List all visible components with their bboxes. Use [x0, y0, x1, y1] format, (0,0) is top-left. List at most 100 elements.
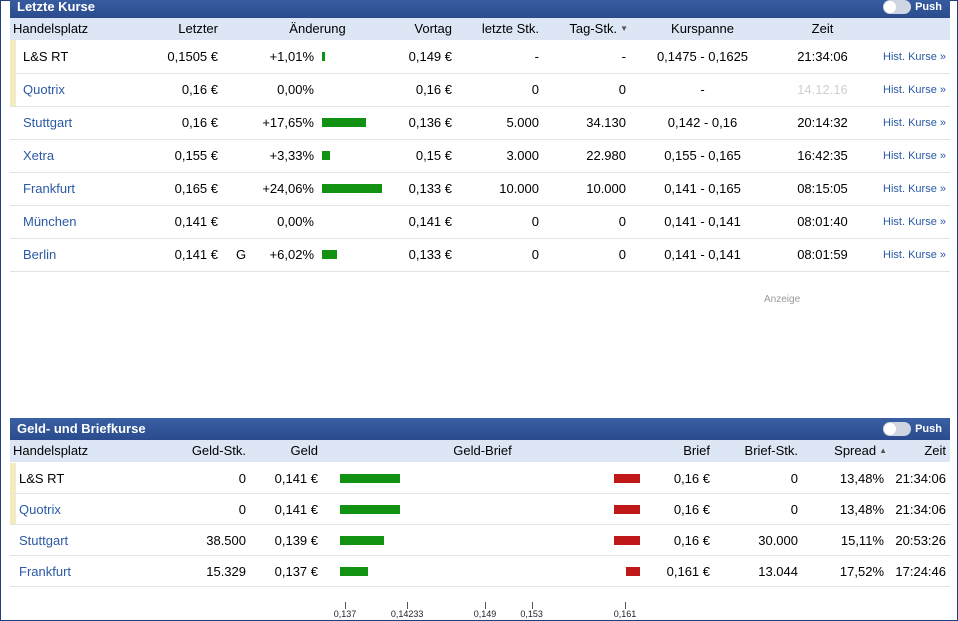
geldbrief-column-header: Handelsplatz Geld-Stk. Geld Geld-Brief B…: [10, 440, 950, 462]
push-label: Push: [915, 1, 942, 13]
geld-stk-value: 15.329: [206, 563, 246, 579]
toggle-icon[interactable]: [883, 0, 912, 14]
handelsplatz-link[interactable]: Quotrix: [19, 501, 61, 517]
brief-stk-value: 30.000: [758, 532, 798, 548]
brief-stk-value: 0: [790, 470, 798, 486]
col-vortag[interactable]: Vortag: [414, 21, 452, 36]
col-handelsplatz[interactable]: Handelsplatz: [13, 21, 89, 36]
kurspanne-value: 0,155 - 0,165: [664, 148, 741, 163]
vortag-value: 0,133 €: [408, 181, 452, 196]
kurspanne-value: 0,141 - 0,141: [664, 247, 741, 262]
hist-kurse-link[interactable]: Hist. Kurse »: [883, 149, 946, 162]
kurspanne-value: -: [700, 82, 705, 97]
geld-value: 0,141 €: [274, 470, 318, 486]
flag-value: [234, 205, 248, 238]
geldbrief-title: Geld- und Briefkurse: [17, 421, 146, 436]
handelsplatz-link[interactable]: Xetra: [23, 148, 55, 163]
handelsplatz-link[interactable]: Frankfurt: [23, 181, 76, 196]
letzte-kurse-header: Letzte Kurse Push: [10, 0, 950, 18]
axis-tick: [407, 602, 409, 609]
col-brief-stk[interactable]: Brief-Stk.: [744, 443, 798, 458]
brief-value: 0,161 €: [666, 563, 710, 579]
push-toggle-geldbrief[interactable]: Push: [883, 418, 942, 440]
toggle-icon[interactable]: [883, 422, 912, 436]
col-zeit[interactable]: Zeit: [924, 443, 946, 458]
brief-bar: [614, 536, 640, 545]
brief-value: 0,16 €: [673, 532, 710, 548]
handelsplatz-link[interactable]: Quotrix: [23, 82, 65, 97]
flag-value: [234, 172, 248, 205]
letzte-stk-value: 10.000: [499, 181, 539, 196]
col-kurspanne[interactable]: Kurspanne: [671, 21, 734, 36]
col-zeit[interactable]: Zeit: [811, 21, 834, 36]
sort-desc-icon: ▼: [620, 24, 628, 33]
col-spread[interactable]: Spread ▲: [805, 440, 887, 462]
change-value: +17,65%: [262, 115, 314, 130]
col-geld[interactable]: Geld: [290, 443, 318, 458]
handelsplatz-link[interactable]: Stuttgart: [23, 115, 73, 130]
axis-tick: [485, 602, 486, 609]
hist-kurse-link[interactable]: Hist. Kurse »: [883, 215, 946, 228]
vortag-value: 0,133 €: [408, 247, 452, 262]
col-handelsplatz[interactable]: Handelsplatz: [13, 443, 89, 458]
geld-bar: [340, 505, 400, 514]
handelsplatz-link[interactable]: Frankfurt: [19, 563, 72, 579]
col-brief[interactable]: Brief: [683, 443, 710, 458]
col-letzter[interactable]: Letzter: [178, 21, 218, 36]
hist-kurse-link[interactable]: Hist. Kurse »: [883, 50, 946, 63]
tag-stk-value: 34.130: [586, 115, 626, 130]
handelsplatz-link[interactable]: L&S RT: [19, 470, 65, 486]
col-tag-stk[interactable]: Tag-Stk. ▼: [540, 18, 628, 40]
axis-tick-label: 0,14233: [390, 609, 424, 619]
table-row: Frankfurt 0,165 € +24,06% 0,133 € 10.000 10.0…: [10, 172, 950, 206]
hist-kurse-link[interactable]: Hist. Kurse »: [883, 83, 946, 96]
col-geld-stk[interactable]: Geld-Stk.: [191, 443, 246, 458]
geld-bar: [340, 474, 400, 483]
col-spread-label: Spread: [834, 443, 877, 458]
spread-value: 13,48%: [839, 501, 884, 517]
tag-stk-value: 10.000: [586, 181, 626, 196]
tag-stk-value: 0: [618, 214, 626, 229]
geld-stk-value: 38.500: [206, 532, 246, 548]
spread-value: 13,48%: [839, 470, 884, 486]
zeit-value: 08:01:40: [797, 214, 848, 229]
flag-value: [234, 40, 248, 73]
hist-kurse-link[interactable]: Hist. Kurse »: [883, 182, 946, 195]
zeit-value: 20:14:32: [797, 115, 848, 130]
table-row: Frankfurt 15.329 0,137 € 0,161 € 13.044 17,52…: [10, 556, 950, 587]
zeit-value: 08:15:05: [797, 181, 848, 196]
handelsplatz-link[interactable]: Stuttgart: [19, 532, 69, 548]
hist-kurse-link[interactable]: Hist. Kurse »: [883, 248, 946, 261]
axis-tick-label: 0,149: [473, 609, 497, 619]
col-aenderung[interactable]: Änderung: [289, 21, 346, 36]
handelsplatz-link[interactable]: L&S RT: [23, 49, 69, 64]
change-value: 0,00%: [277, 214, 314, 229]
row-marker: [10, 463, 16, 493]
col-letzte-stk[interactable]: letzte Stk.: [481, 21, 539, 36]
geld-value: 0,141 €: [274, 501, 318, 517]
brief-bar: [614, 474, 640, 483]
hist-kurse-link[interactable]: Hist. Kurse »: [883, 116, 946, 129]
brief-bar: [614, 505, 640, 514]
geld-brief-axis: 0,137 0,14233 0,149 0,153 0,161: [10, 596, 950, 621]
change-bar: [322, 151, 331, 160]
letzter-value: 0,141 €: [174, 247, 218, 262]
kurspanne-value: 0,141 - 0,141: [664, 214, 741, 229]
change-value: +3,33%: [269, 148, 314, 163]
letzter-value: 0,165 €: [174, 181, 218, 196]
handelsplatz-link[interactable]: München: [23, 214, 77, 229]
kurspanne-value: 0,1475 - 0,1625: [656, 49, 749, 64]
flag-value: [234, 106, 248, 139]
table-row: Quotrix 0 0,141 € 0,16 € 0 13,48% 21:34:06: [10, 494, 950, 525]
ad-label: Anzeige: [764, 294, 801, 305]
col-geld-brief: Geld-Brief: [453, 443, 512, 458]
letzter-value: 0,16 €: [181, 115, 218, 130]
zeit-value: 21:34:06: [797, 49, 848, 64]
table-row: München 0,141 € 0,00% 0,141 € 0 0 0,141 - 0,14…: [10, 205, 950, 239]
row-marker: [10, 73, 16, 106]
table-row: Quotrix 0,16 € 0,00% 0,16 € 0 0 - 14.12.16 Hist.…: [10, 73, 950, 107]
axis-tick-label: 0,153: [520, 609, 543, 619]
letzte-stk-value: -: [534, 49, 539, 64]
handelsplatz-link[interactable]: Berlin: [23, 247, 57, 262]
push-toggle-kurse[interactable]: Push: [883, 0, 942, 18]
